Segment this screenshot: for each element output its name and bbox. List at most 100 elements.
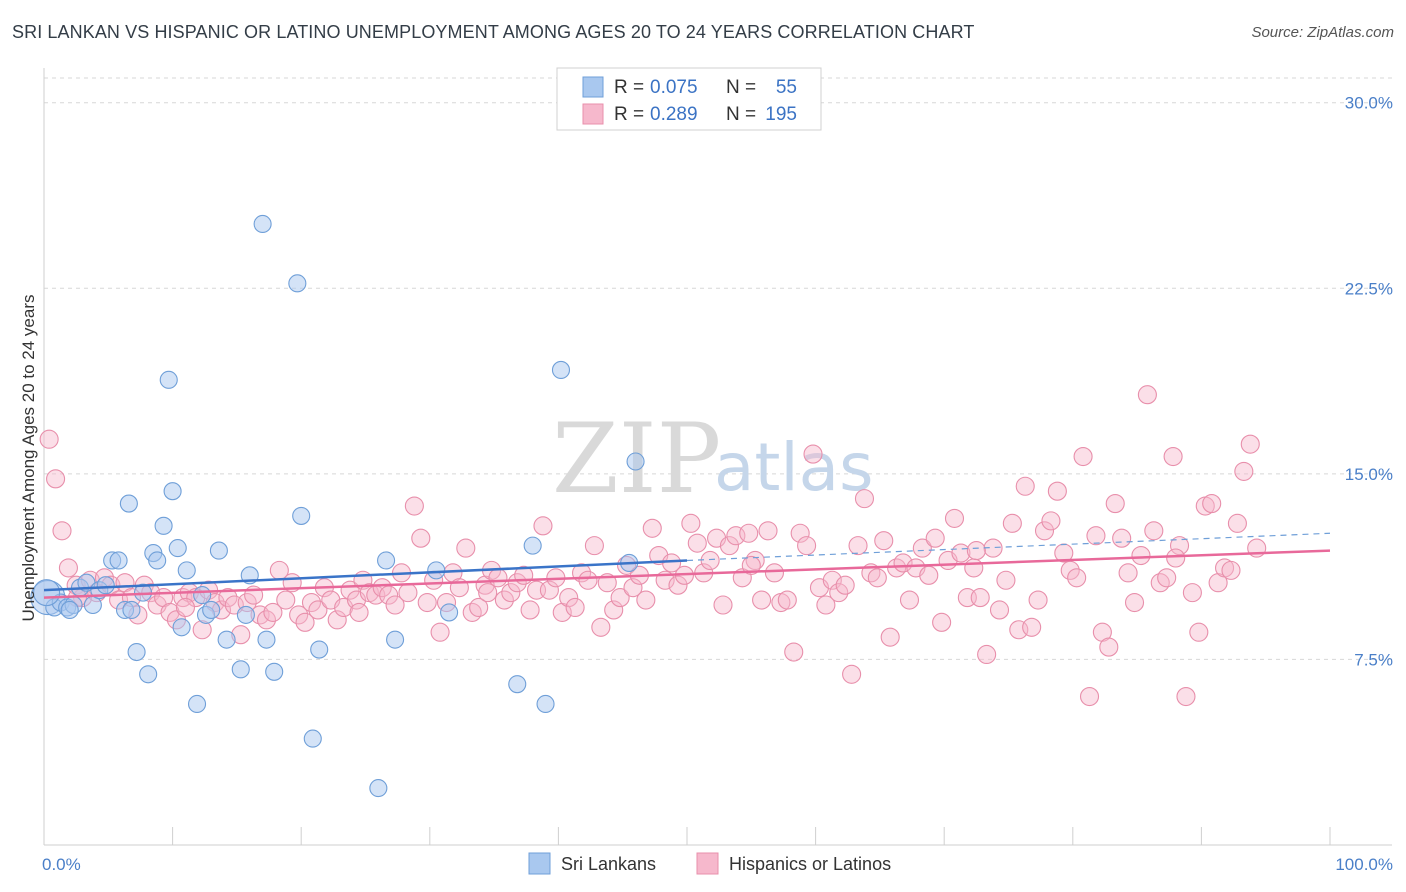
data-point-hispanic — [1022, 617, 1042, 637]
axes — [43, 68, 1392, 846]
data-point-hispanic — [430, 622, 450, 642]
legend-swatch-blue — [582, 76, 604, 98]
data-point-srilankan — [168, 539, 187, 558]
legend-r-label-1: R = — [614, 77, 644, 98]
data-point-hispanic — [1202, 494, 1222, 514]
trend-line-srilankan-projection — [686, 532, 1331, 562]
legend-n-value-2: 195 — [765, 104, 797, 125]
data-point-srilankan — [386, 630, 405, 649]
bottom-legend-label-srilankans: Sri Lankans — [561, 854, 656, 874]
data-point-hispanic — [494, 590, 514, 610]
data-point-hispanic — [1073, 447, 1093, 467]
data-point-hispanic — [478, 583, 498, 603]
data-point-srilankan — [292, 506, 311, 525]
data-point-hispanic — [719, 536, 739, 556]
y-tick-label: 22.5% — [1345, 279, 1393, 298]
data-point-hispanic — [977, 644, 997, 665]
data-point-hispanic — [1099, 637, 1119, 657]
data-point-hispanic — [1118, 563, 1138, 583]
data-point-hispanic — [964, 558, 984, 578]
data-point-hispanic — [160, 602, 180, 622]
data-point-srilankan — [187, 694, 207, 714]
legend-n-label-1: N = — [726, 77, 756, 98]
data-point-hispanic — [276, 590, 296, 610]
data-point-srilankan — [209, 541, 228, 560]
data-point-hispanic — [642, 518, 662, 538]
data-point-hispanic — [874, 531, 894, 551]
data-point-hispanic — [919, 565, 939, 585]
data-point-srilankan — [60, 600, 79, 620]
data-point-srilankan — [253, 214, 272, 234]
hispanic-points — [39, 385, 1267, 707]
data-point-srilankan — [217, 630, 236, 649]
data-point-hispanic — [533, 516, 553, 536]
data-point-hispanic — [301, 592, 322, 613]
data-point-hispanic — [456, 538, 476, 558]
data-point-srilankan — [193, 586, 212, 605]
data-point-hispanic — [880, 627, 900, 647]
y-tick-label: 15.0% — [1345, 465, 1393, 484]
data-point-srilankan — [172, 618, 191, 637]
legend-r-value-1: 0.075 — [650, 77, 698, 98]
data-point-hispanic — [758, 521, 778, 541]
data-point-hispanic — [681, 513, 701, 533]
data-point-hispanic — [1034, 521, 1055, 541]
data-point-srilankan — [33, 579, 61, 607]
data-point-srilankan — [508, 675, 527, 694]
data-point-hispanic — [867, 568, 887, 588]
legend-swatch-pink — [582, 103, 604, 125]
x-tick-label: 0.0% — [42, 855, 81, 874]
data-point-srilankan — [265, 662, 284, 681]
data-point-hispanic — [790, 523, 810, 543]
data-point-hispanic — [1166, 548, 1186, 568]
watermark-atlas: atlas — [714, 429, 874, 506]
data-point-hispanic — [263, 602, 283, 622]
data-point-srilankan — [427, 561, 446, 580]
data-point-hispanic — [842, 664, 862, 684]
chart-title: SRI LANKAN VS HISPANIC OR LATINO UNEMPLO… — [12, 22, 975, 42]
data-point-hispanic — [741, 555, 761, 575]
data-point-hispanic — [1067, 568, 1087, 588]
data-point-hispanic — [829, 583, 849, 603]
data-point-hispanic — [1157, 568, 1177, 588]
data-point-hispanic — [1060, 560, 1080, 580]
data-point-hispanic — [1131, 545, 1151, 566]
data-point-hispanic — [218, 588, 238, 608]
data-point-hispanic — [1112, 528, 1132, 548]
data-point-hispanic — [1240, 434, 1260, 454]
data-point-hispanic — [944, 508, 965, 528]
data-point-hispanic — [591, 617, 611, 637]
legend-n-value-1: 55 — [776, 77, 797, 98]
data-point-srilankan — [231, 660, 250, 679]
data-point-srilankan — [288, 274, 307, 293]
data-point-hispanic — [854, 489, 875, 509]
data-point-hispanic — [411, 528, 431, 548]
data-point-hispanic — [970, 588, 990, 608]
data-point-srilankan — [109, 551, 128, 570]
data-point-hispanic — [565, 597, 585, 618]
data-point-hispanic — [1150, 573, 1170, 593]
data-point-hispanic — [462, 602, 482, 622]
data-point-hispanic — [1169, 536, 1190, 556]
data-point-hispanic — [584, 536, 604, 556]
data-point-hispanic — [739, 523, 759, 543]
data-point-hispanic — [559, 588, 579, 608]
data-point-hispanic — [308, 600, 328, 620]
bottom-legend-swatch-blue — [528, 852, 551, 875]
data-point-hispanic — [256, 610, 277, 630]
data-point-hispanic — [713, 595, 733, 615]
data-point-hispanic — [417, 592, 437, 613]
data-point-srilankan — [202, 600, 221, 620]
data-point-hispanic — [662, 553, 682, 573]
x-tick-label: 100.0% — [1335, 855, 1393, 874]
data-point-hispanic — [610, 588, 630, 608]
data-point-hispanic — [1221, 560, 1241, 580]
data-point-hispanic — [777, 590, 797, 610]
y-tick-label: 30.0% — [1345, 94, 1393, 113]
data-point-hispanic — [822, 570, 842, 590]
data-point-srilankan — [440, 603, 459, 622]
data-point-hispanic — [604, 600, 624, 620]
source-label: Source: ZipAtlas.com — [1251, 24, 1394, 41]
data-point-srilankan — [154, 516, 173, 535]
data-point-hispanic — [1015, 476, 1035, 496]
